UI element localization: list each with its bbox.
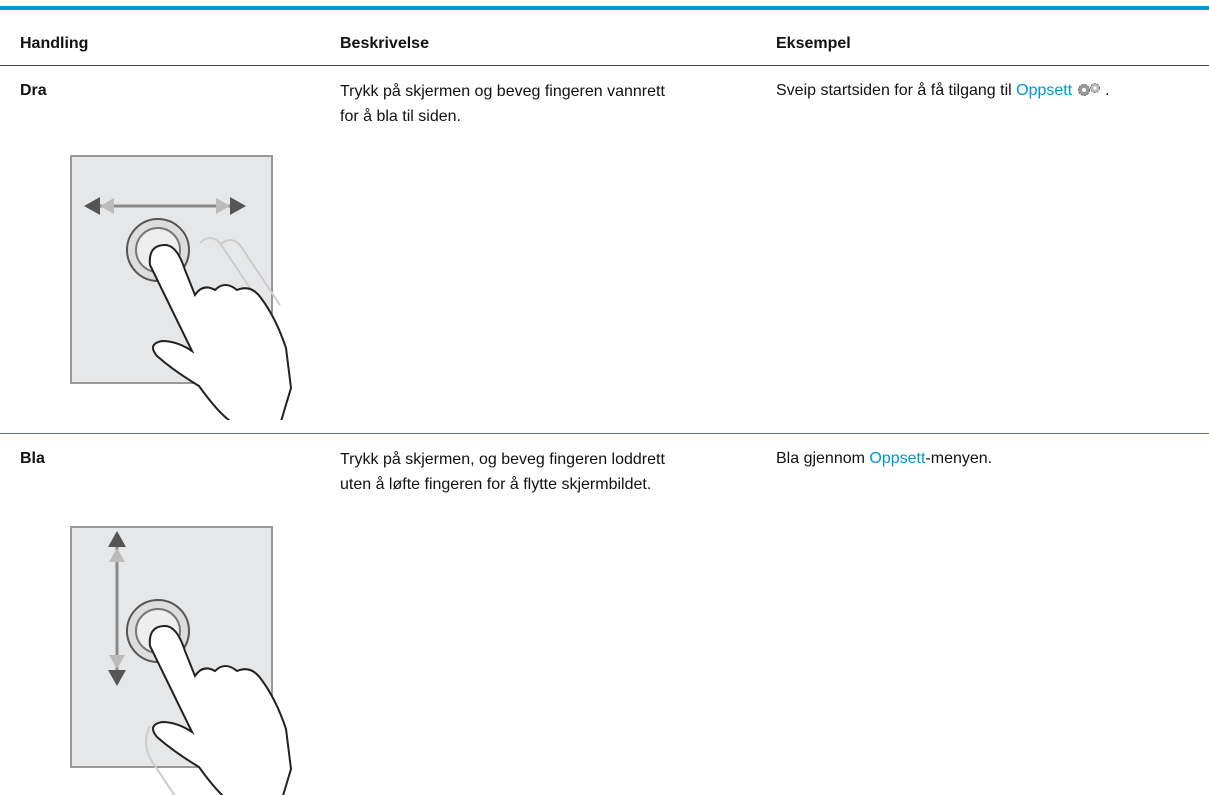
scroll-illustration [70, 526, 293, 795]
example-text: . [1105, 82, 1110, 99]
column-header: Handling [20, 35, 89, 52]
gear-icon [1078, 83, 1101, 96]
example-text: Sveip startsiden for å få tilgang til [776, 82, 1017, 99]
action: Bla [20, 450, 45, 467]
description-line: Trykk på skjermen, og beveg fingeren lod… [340, 451, 665, 468]
top-rule [0, 6, 1209, 10]
example-text: -menyen. [925, 450, 993, 467]
swipe-illustration [70, 155, 293, 420]
header-rule [0, 65, 1209, 66]
example: Sveip startsiden for å få tilgang til Op… [776, 82, 1110, 100]
example: Bla gjennom Oppsett-menyen. [776, 450, 992, 468]
description-line: uten å løfte fingeren for å flytte skjer… [340, 476, 652, 493]
description-line: Trykk på skjermen og beveg fingeren vann… [340, 83, 665, 100]
example-text: Bla gjennom [776, 450, 870, 467]
description: Trykk på skjermen og beveg fingeren vann… [340, 79, 665, 129]
action: Dra [20, 82, 47, 99]
description: Trykk på skjermen, og beveg fingeren lod… [340, 447, 665, 497]
column-header: Beskrivelse [340, 35, 429, 52]
column-header: Eksempel [776, 35, 851, 52]
link[interactable]: Oppsett [1016, 82, 1073, 99]
link[interactable]: Oppsett [869, 450, 926, 467]
description-line: for å bla til siden. [340, 108, 461, 125]
row-rule [0, 433, 1209, 434]
